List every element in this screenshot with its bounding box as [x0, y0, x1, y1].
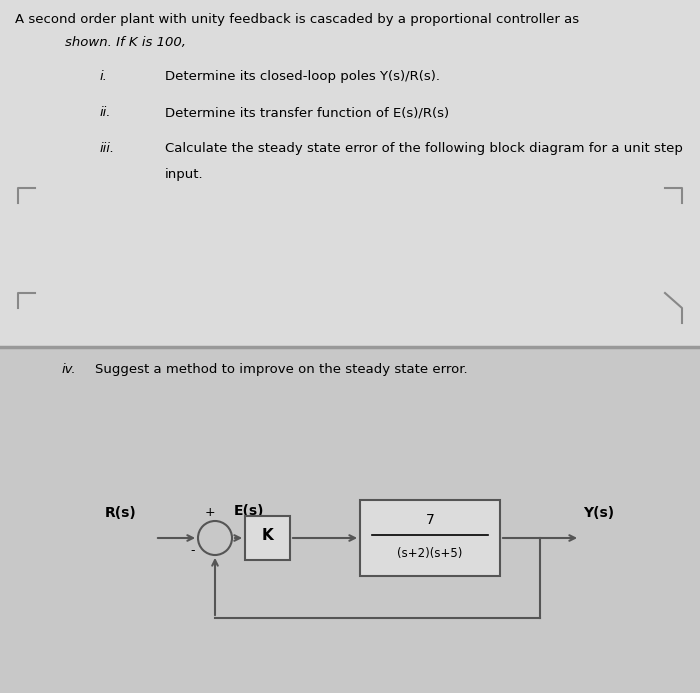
- Text: A second order plant with unity feedback is cascaded by a proportional controlle: A second order plant with unity feedback…: [15, 13, 579, 26]
- Text: Suggest a method to improve on the steady state error.: Suggest a method to improve on the stead…: [95, 363, 468, 376]
- Text: iv.: iv.: [62, 363, 76, 376]
- Text: Calculate the steady state error of the following block diagram for a unit step: Calculate the steady state error of the …: [165, 142, 683, 155]
- Text: (s+2)(s+5): (s+2)(s+5): [398, 547, 463, 559]
- Text: R(s): R(s): [105, 506, 136, 520]
- Bar: [0, 0, 700, 347]
- Text: 7: 7: [426, 513, 435, 527]
- Text: Y(s): Y(s): [583, 506, 614, 520]
- Text: Determine its closed-loop poles Y(s)/R(s).: Determine its closed-loop poles Y(s)/R(s…: [165, 70, 440, 83]
- Bar: [360, 500, 500, 576]
- Bar: [0, 347, 700, 693]
- Text: ii.: ii.: [100, 106, 111, 119]
- Text: i.: i.: [100, 70, 108, 83]
- Text: K: K: [262, 529, 274, 543]
- Text: shown. If K is 100,: shown. If K is 100,: [65, 36, 186, 49]
- Text: +: +: [204, 506, 216, 519]
- Text: -: -: [190, 544, 195, 557]
- Text: iii.: iii.: [100, 142, 115, 155]
- Text: Determine its transfer function of E(s)/R(s): Determine its transfer function of E(s)/…: [165, 106, 449, 119]
- Bar: [245, 516, 290, 560]
- Text: input.: input.: [165, 168, 204, 181]
- Text: E(s): E(s): [234, 504, 265, 518]
